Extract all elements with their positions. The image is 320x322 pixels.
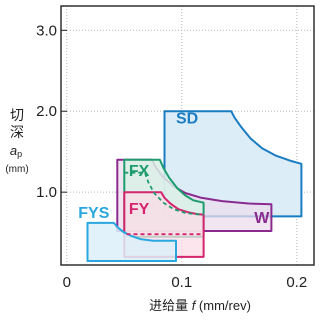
tick-labels: 0 0.1 0.2 1.0 2.0 3.0 (36, 22, 307, 291)
region-label-fx: FX (129, 163, 150, 180)
overlays (124, 171, 204, 236)
y-tick-label: 3.0 (36, 22, 57, 39)
region-label-w: W (254, 210, 270, 227)
region-label-fys: FYS (78, 205, 109, 222)
x-tick-label: 0.1 (171, 274, 192, 291)
y-axis-title-sub: p (17, 149, 22, 159)
y-axis-title-unit: (mm) (5, 164, 28, 175)
dashed-boundary-fx (124, 171, 204, 216)
plot-area-frame (60, 5, 315, 266)
y-axis-title: 切 深 ap (mm) (5, 107, 28, 175)
y-tick-label: 1.0 (36, 184, 57, 201)
regions (86, 110, 303, 262)
x-tick-label: 0.2 (286, 274, 307, 291)
region-label-fy: FY (129, 201, 150, 218)
x-axis-title-var: f (192, 298, 197, 313)
y-axis-title-line1: 切 (10, 107, 24, 123)
x-axis-title-unit: (mm/rev) (195, 298, 251, 313)
region-labels: SD W FX FY FYS (78, 110, 270, 227)
x-axis-title-prefix: 进给量 (149, 298, 192, 313)
y-axis-title-line2: 深 (10, 124, 24, 140)
x-tick-label: 0 (63, 274, 71, 291)
y-axis-title-var: a (10, 143, 17, 158)
region-label-sd: SD (176, 110, 198, 127)
region-fys (86, 221, 177, 262)
y-axis-title-symbol: ap (10, 143, 22, 159)
region-sd (163, 110, 303, 218)
x-axis-title: 进给量 f (mm/rev) (149, 298, 251, 313)
y-tick-label: 2.0 (36, 103, 57, 120)
